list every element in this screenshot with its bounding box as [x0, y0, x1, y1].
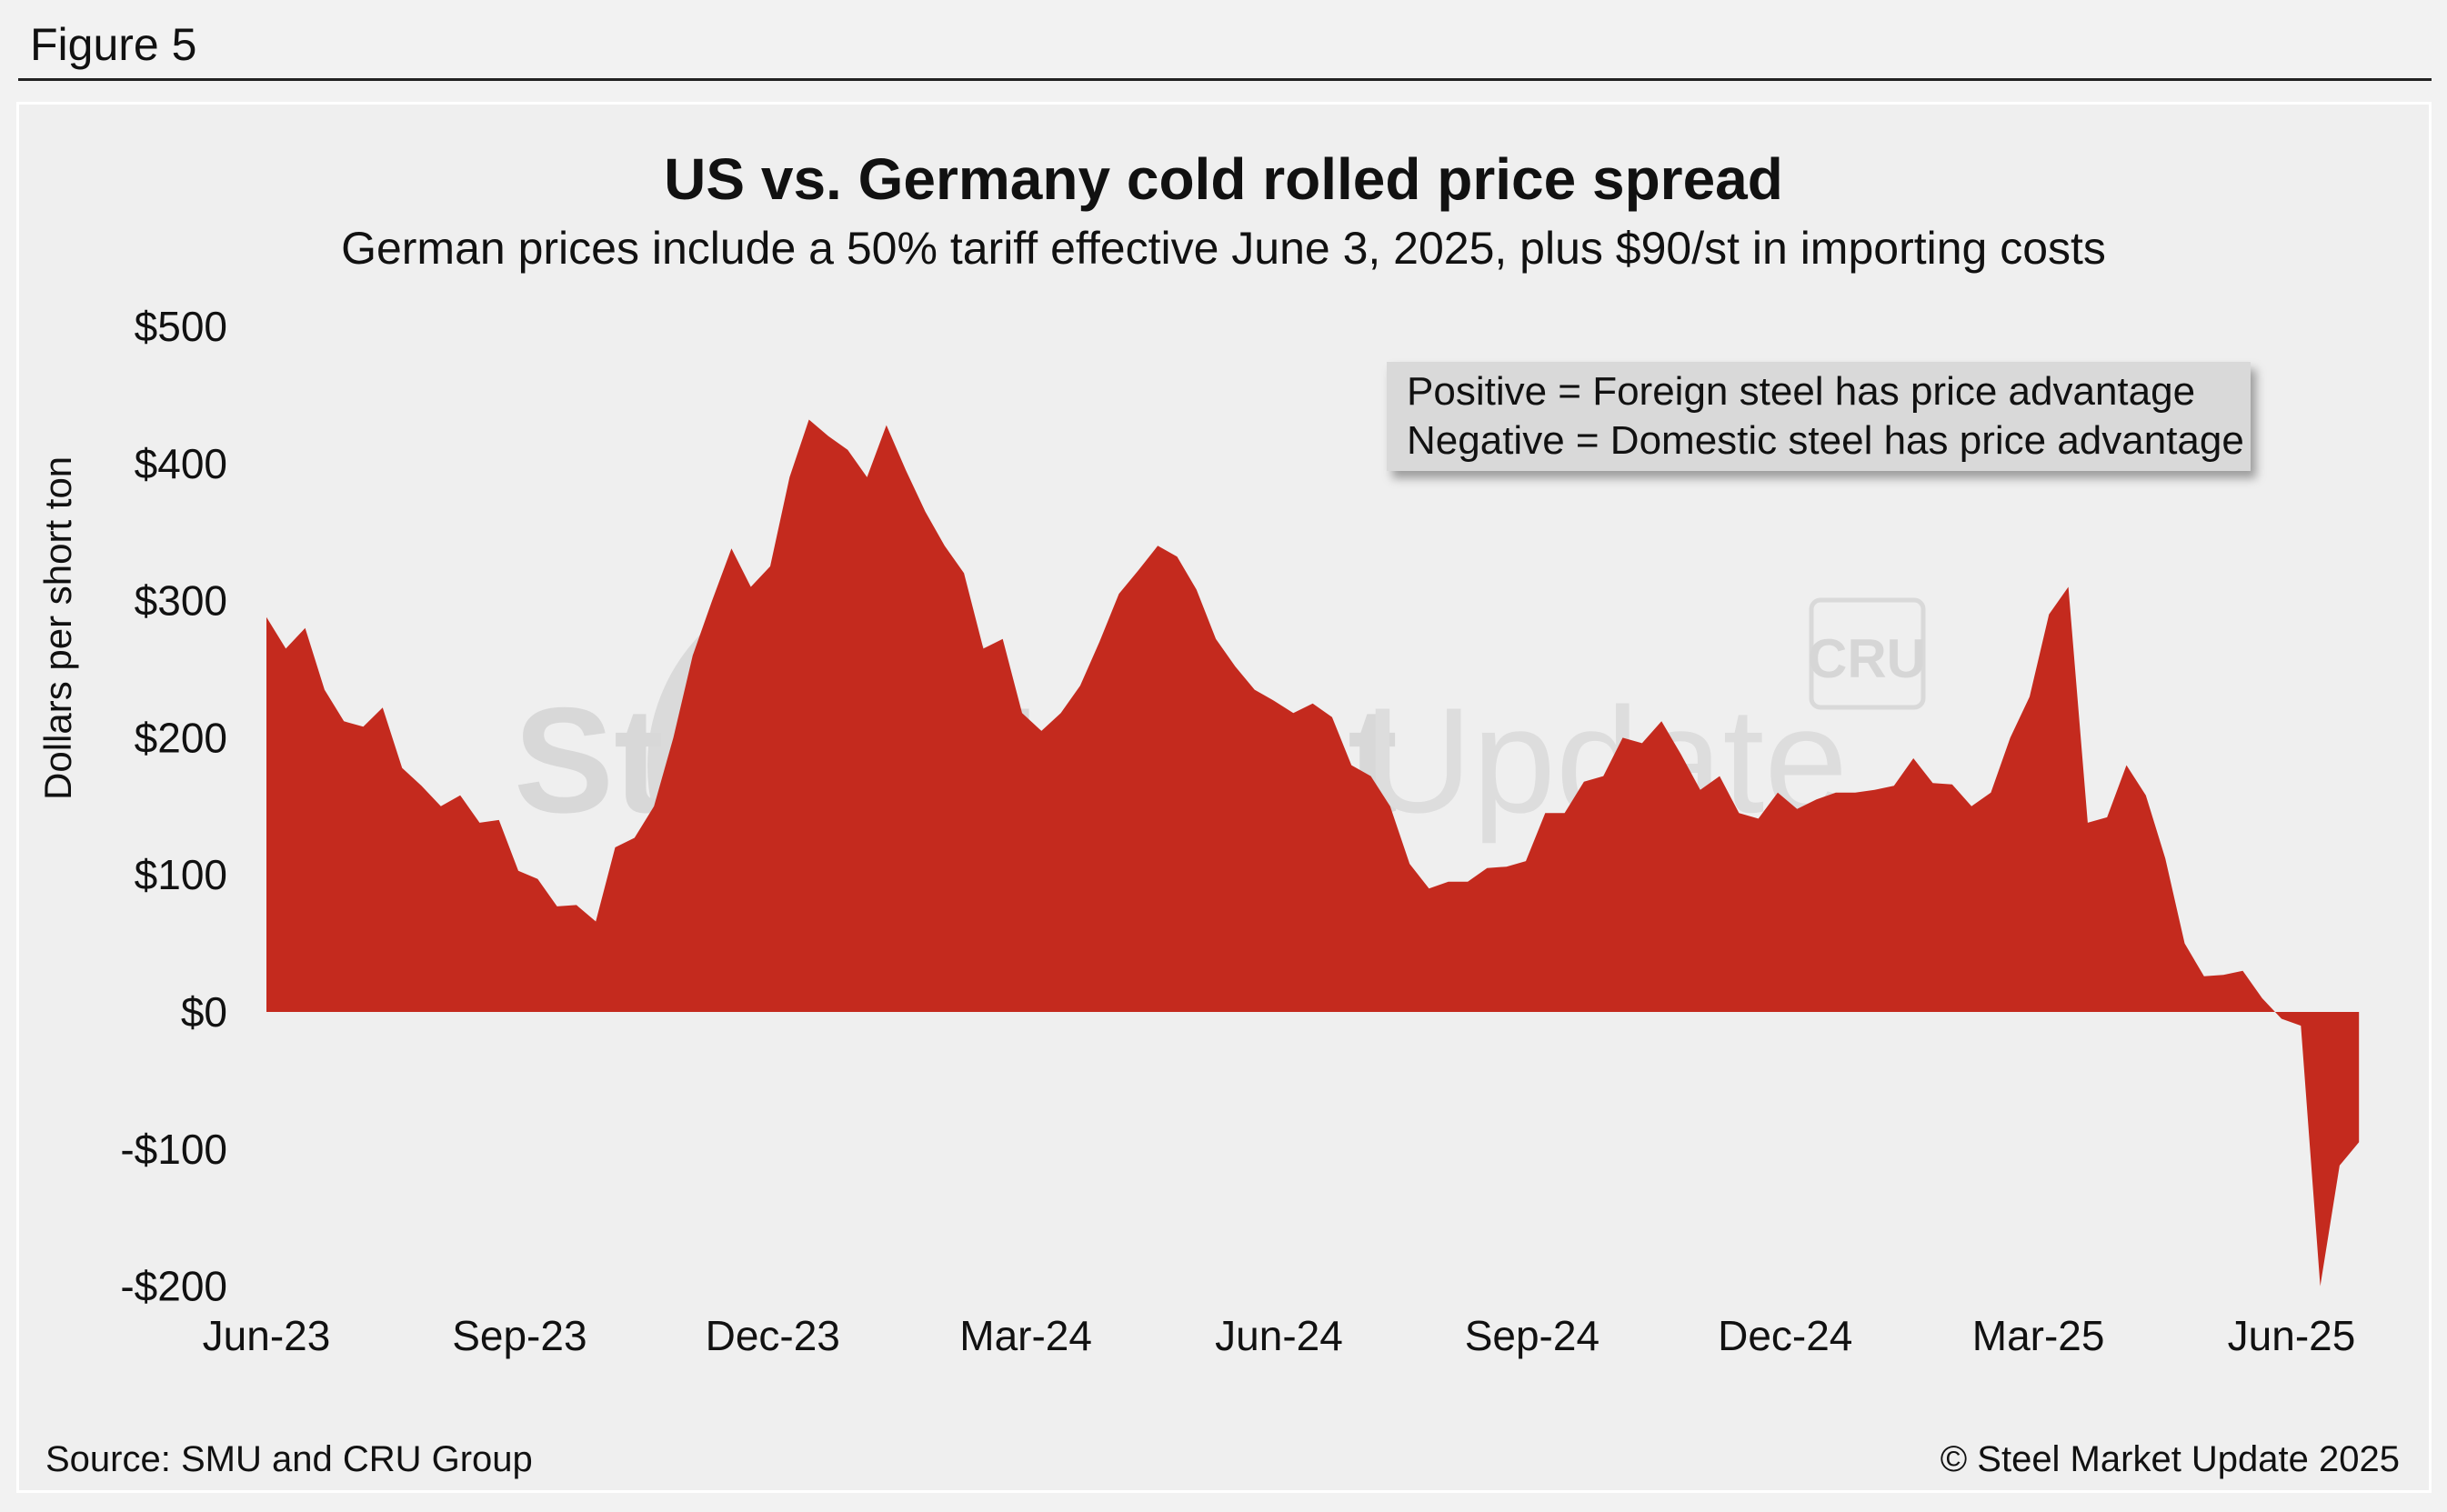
figure-label: Figure 5	[30, 19, 197, 70]
y-tick-label: $100	[135, 851, 227, 898]
source-note: Source: SMU and CRU Group	[45, 1439, 533, 1479]
legend-positive: Positive = Foreign steel has price advan…	[1407, 369, 2196, 414]
chart-title: US vs. Germany cold rolled price spread	[664, 146, 1783, 212]
y-tick-label: $300	[135, 577, 227, 625]
x-axis-ticks: Jun-23 Sep-23 Dec-23 Mar-24 Jun-24 Sep-24 Dec-…	[203, 1312, 2356, 1359]
x-tick-label: Dec-23	[706, 1312, 840, 1359]
copyright-note: © Steel Market Update 2025	[1940, 1439, 2400, 1479]
y-tick-label: $500	[135, 303, 227, 350]
y-tick-label: $200	[135, 714, 227, 761]
y-axis-ticks: -$200 -$100 $0 $100 $200 $300 $400 $500	[120, 303, 227, 1310]
spread-area-series	[266, 419, 2360, 1287]
chart-subtitle: German prices include a 50% tariff effec…	[341, 223, 2106, 274]
x-tick-label: Mar-25	[1972, 1312, 2105, 1359]
x-tick-label: Mar-24	[959, 1312, 1092, 1359]
legend-box: Positive = Foreign steel has price advan…	[1387, 362, 2251, 471]
x-tick-label: Sep-24	[1465, 1312, 1600, 1359]
x-tick-label: Jun-23	[203, 1312, 331, 1359]
x-tick-label: Jun-24	[1215, 1312, 1343, 1359]
x-tick-label: Sep-23	[452, 1312, 587, 1359]
watermark-cru: CRU	[1808, 628, 1926, 689]
watermark-cru-box	[1809, 597, 1926, 710]
legend-negative: Negative = Domestic steel has price adva…	[1407, 418, 2244, 463]
y-tick-label: -$200	[120, 1263, 227, 1310]
figure-rule	[18, 78, 2432, 81]
y-tick-label: $400	[135, 440, 227, 487]
y-axis-label: Dollars per short ton	[36, 456, 79, 800]
x-tick-label: Dec-24	[1718, 1312, 1852, 1359]
spread-area	[266, 419, 2360, 1287]
y-tick-label: $0	[181, 988, 227, 1036]
y-tick-label: -$100	[120, 1126, 227, 1173]
x-tick-label: Jun-25	[2228, 1312, 2356, 1359]
